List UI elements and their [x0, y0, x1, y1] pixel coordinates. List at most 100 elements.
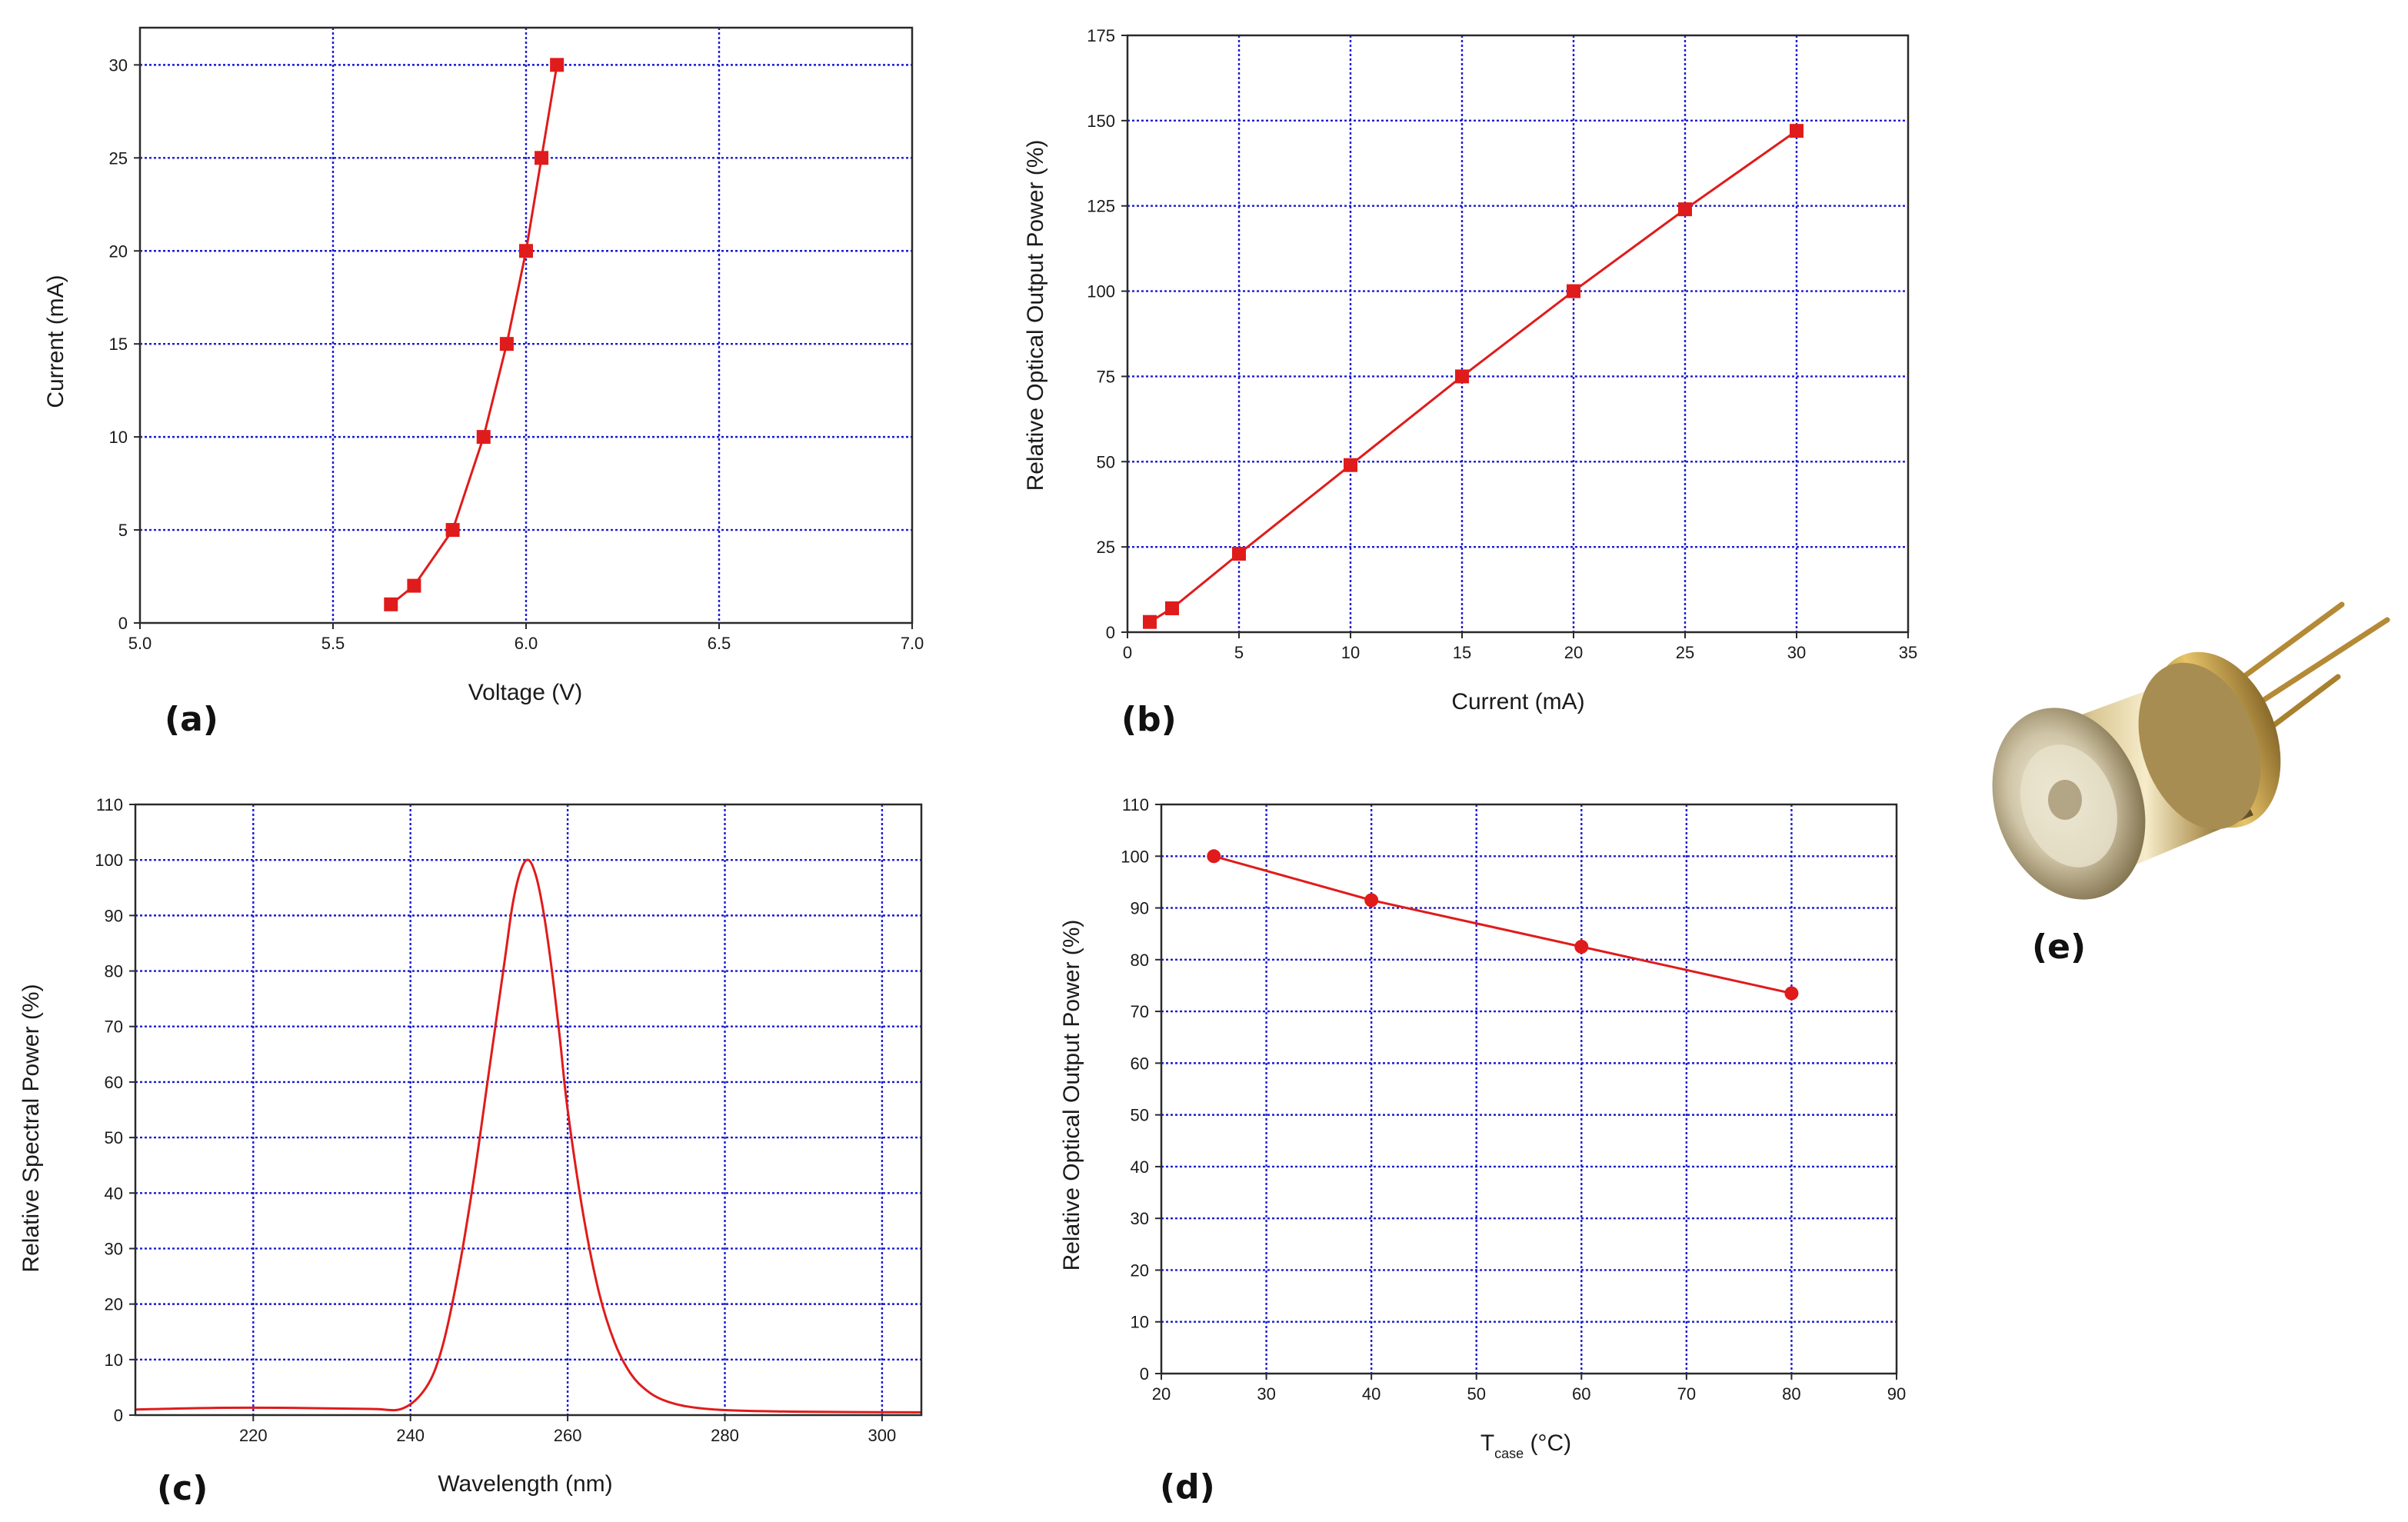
chart-a-xlabel: Voltage (V) [468, 680, 582, 705]
x-tick-label: 60 [1572, 1384, 1590, 1404]
data-point [445, 523, 460, 538]
led-package-photo: (e) [1992, 601, 2390, 967]
x-tick-label: 20 [1564, 643, 1583, 662]
data-point [535, 151, 549, 165]
chart-c-panel-label: (c) [157, 1469, 208, 1508]
chart-b-panel-label: (b) [1121, 700, 1177, 739]
x-tick-label: 240 [396, 1426, 425, 1445]
chart-d-markers [1207, 849, 1799, 1001]
x-tick-label: 90 [1887, 1384, 1906, 1404]
chart-b-xlabel: Current (mA) [1451, 689, 1584, 714]
data-point [1784, 986, 1799, 1001]
chart-d-xlabel-main: T [1480, 1430, 1494, 1456]
y-tick-label: 0 [114, 1406, 123, 1425]
x-tick-label: 5.5 [321, 634, 345, 653]
chart-d-series-line [1213, 854, 1792, 995]
y-tick-label: 25 [109, 148, 128, 168]
data-point [519, 244, 533, 258]
data-point [550, 58, 565, 72]
y-tick-label: 70 [105, 1017, 123, 1037]
y-tick-label: 125 [1087, 197, 1115, 216]
chart-d-panel-label: (d) [1160, 1467, 1215, 1507]
chart-d-ticks: 20 30 40 50 60 70 80 90 0 10 20 30 40 50 60 70 80 90 100 11… [1121, 795, 1906, 1404]
data-point [1790, 124, 1804, 138]
y-tick-label: 90 [105, 906, 123, 925]
x-tick-label: 80 [1782, 1384, 1800, 1404]
x-tick-label: 220 [239, 1426, 268, 1445]
chart-b-frame [1126, 34, 1910, 634]
y-tick-label: 100 [95, 851, 123, 870]
y-tick-label: 60 [1131, 1054, 1149, 1073]
chart-c-ticks: 220 240 260 280 300 0 10 20 30 40 50 60 70 80 90 100 110 [95, 795, 896, 1445]
data-point [384, 597, 398, 611]
x-tick-label: 6.0 [515, 634, 538, 653]
y-tick-label: 20 [109, 241, 128, 261]
y-tick-label: 0 [1106, 623, 1115, 642]
chart-a-markers [384, 58, 565, 611]
x-tick-label: 40 [1362, 1384, 1381, 1404]
chart-d-frame [1160, 803, 1898, 1375]
y-tick-label: 40 [105, 1184, 123, 1203]
x-tick-label: 15 [1453, 643, 1471, 662]
chart-c-xlabel: Wavelength (nm) [438, 1471, 612, 1497]
chart-c-grid [135, 804, 921, 1415]
y-tick-label: 5 [118, 521, 128, 540]
chart-b-markers [1143, 124, 1804, 629]
y-tick-label: 20 [105, 1295, 123, 1314]
y-tick-label: 50 [1131, 1106, 1149, 1125]
x-tick-label: 6.5 [708, 634, 731, 653]
y-tick-label: 50 [105, 1128, 123, 1147]
chart-a-series-line [390, 65, 558, 605]
chart-b-ylabel: Relative Optical Output Power (%) [1023, 140, 1048, 491]
y-tick-label: 80 [1131, 951, 1149, 970]
chart-b: 0 5 10 15 20 25 30 35 0 25 50 75 100 125 150 175 Curren… [1023, 26, 1917, 739]
data-point [1574, 940, 1589, 954]
data-point [1344, 458, 1357, 472]
x-tick-label: 35 [1899, 643, 1917, 662]
chart-c-series-line [135, 858, 922, 1414]
x-tick-label: 50 [1467, 1384, 1485, 1404]
y-tick-label: 10 [109, 428, 128, 447]
data-point [1678, 202, 1692, 217]
y-tick-label: 50 [1097, 452, 1115, 471]
chart-d: 20 30 40 50 60 70 80 90 0 10 20 30 40 50 60 70 80 90 100 11… [1059, 795, 1906, 1507]
chart-a-ticks: 5.0 5.5 6.0 6.5 7.0 0 5 10 15 20 25 30 [109, 55, 924, 653]
x-tick-label: 20 [1152, 1384, 1171, 1404]
chart-c-ylabel: Relative Spectral Power (%) [18, 984, 44, 1272]
y-tick-label: 100 [1121, 847, 1149, 866]
x-tick-label: 30 [1257, 1384, 1275, 1404]
y-tick-label: 20 [1131, 1261, 1149, 1280]
x-tick-label: 10 [1341, 643, 1360, 662]
data-point [1165, 601, 1179, 615]
y-tick-label: 175 [1087, 26, 1115, 45]
chart-a-grid [140, 28, 912, 623]
data-point [1567, 284, 1580, 298]
y-tick-label: 25 [1097, 538, 1115, 557]
chart-d-xlabel-suffix: (°C) [1524, 1430, 1571, 1456]
x-tick-label: 5.0 [128, 634, 152, 653]
data-point [499, 337, 514, 351]
y-tick-label: 10 [1131, 1313, 1149, 1332]
chart-b-series-line [1149, 129, 1797, 623]
chart-a-ylabel: Current (mA) [43, 275, 68, 408]
x-tick-label: 0 [1123, 643, 1132, 662]
x-tick-label: 7.0 [901, 634, 924, 653]
y-tick-label: 90 [1131, 899, 1149, 918]
y-tick-label: 0 [118, 614, 128, 633]
y-tick-label: 80 [105, 962, 123, 981]
chart-c: 220 240 260 280 300 0 10 20 30 40 50 60 70 80 90 100 110… [18, 795, 923, 1508]
chart-c-frame [134, 803, 923, 1417]
y-tick-label: 110 [96, 795, 123, 814]
y-tick-label: 70 [1131, 1002, 1149, 1021]
y-tick-label: 10 [105, 1350, 123, 1370]
y-tick-label: 60 [105, 1073, 123, 1092]
y-tick-label: 40 [1131, 1157, 1149, 1177]
photo-panel-label: (e) [2032, 928, 2086, 967]
x-tick-label: 260 [554, 1426, 582, 1445]
data-point [1143, 614, 1157, 629]
y-tick-label: 110 [1122, 795, 1149, 814]
y-tick-label: 30 [105, 1239, 123, 1258]
data-point [1232, 547, 1246, 561]
y-tick-label: 100 [1087, 282, 1115, 301]
